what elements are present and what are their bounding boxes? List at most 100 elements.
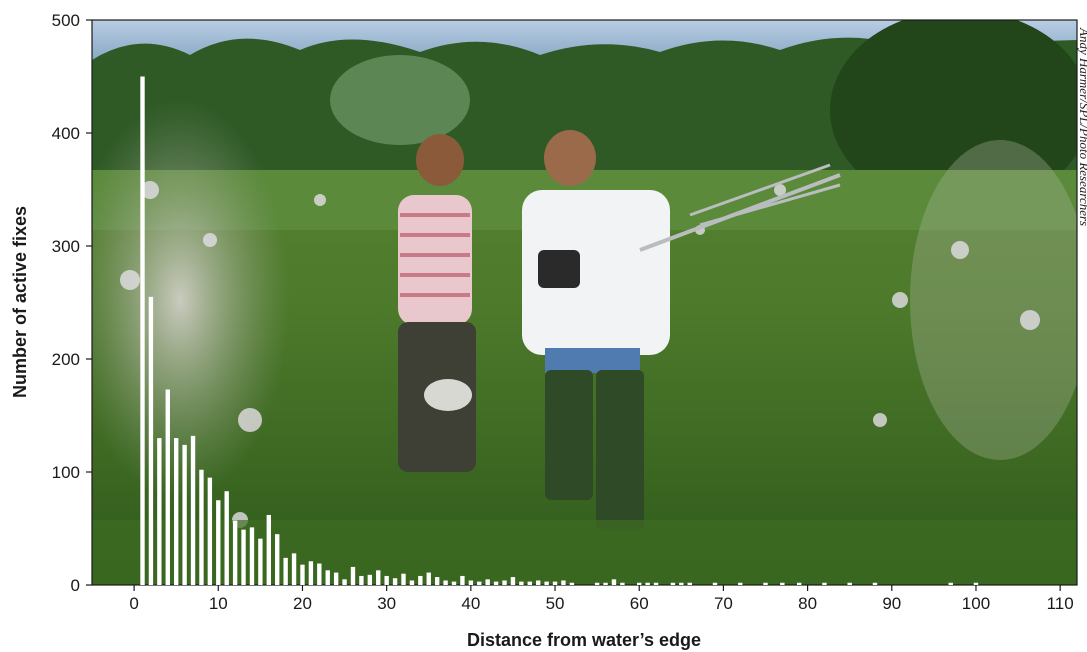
y-tick-label: 400 (52, 124, 80, 143)
y-tick-label: 0 (71, 576, 80, 595)
bar-18 (283, 557, 288, 585)
bar-38 (451, 581, 457, 585)
bar-51 (561, 580, 566, 585)
bar-5 (174, 438, 179, 585)
bar-16 (266, 514, 271, 585)
x-tick-label: 80 (798, 594, 817, 613)
bar-97 (948, 582, 953, 585)
bar-17 (275, 534, 280, 585)
x-tick-label: 50 (546, 594, 565, 613)
bar-100 (973, 582, 979, 585)
bar-85 (847, 582, 852, 585)
bar-57 (611, 579, 617, 585)
y-tick-label: 500 (52, 11, 80, 30)
bar-88 (872, 582, 878, 585)
bar-30 (384, 575, 389, 585)
bar-48 (536, 580, 541, 585)
photo-credit: Andy Harmer/SPL/Photo Researchers (1077, 27, 1087, 226)
y-tick-label: 100 (52, 463, 80, 482)
bar-22 (317, 563, 322, 585)
y-axis: 0 100 200 300 400 500 (52, 11, 92, 595)
bar-42 (485, 579, 490, 585)
bar-6 (182, 444, 187, 585)
bar-46 (519, 581, 524, 585)
x-tick-label: 70 (714, 594, 733, 613)
person-left (398, 134, 476, 472)
bar-20 (300, 564, 305, 585)
bar-14 (249, 527, 255, 585)
bar-43 (493, 581, 499, 585)
bar-4 (165, 389, 170, 585)
y-tick-label: 300 (52, 237, 80, 256)
bar-47 (527, 581, 532, 585)
x-tick-label: 40 (461, 594, 480, 613)
x-axis: 0 10 20 30 40 50 60 70 80 90 100 110 (129, 585, 1074, 613)
bar-60 (637, 582, 642, 585)
bar-52 (569, 582, 575, 585)
bar-13 (241, 529, 246, 585)
bar-19 (291, 553, 297, 585)
bar-75 (763, 582, 768, 585)
bar-26 (350, 566, 356, 585)
bar-2 (148, 296, 154, 585)
bar-8 (199, 469, 204, 585)
bar-7 (190, 435, 196, 585)
bar-37 (443, 580, 448, 585)
bar-49 (544, 581, 549, 585)
bar-15 (258, 538, 263, 585)
bar-45 (510, 577, 516, 585)
bar-1 (140, 76, 145, 585)
bar-72 (738, 582, 743, 585)
bar-27 (359, 575, 364, 585)
x-tick-label: 110 (1047, 594, 1074, 613)
bar-41 (477, 581, 482, 585)
bar-21 (308, 561, 314, 585)
bar-82 (822, 582, 827, 585)
y-tick-label: 200 (52, 350, 80, 369)
bar-56 (603, 582, 608, 585)
bar-40 (468, 580, 474, 585)
y-axis-title: Number of active fixes (10, 206, 30, 398)
x-tick-label: 20 (293, 594, 312, 613)
bar-10 (216, 500, 221, 585)
bar-61 (645, 582, 650, 585)
bar-29 (376, 570, 381, 585)
plot-frame (91, 19, 1078, 586)
x-tick-label: 30 (377, 594, 396, 613)
bar-36 (434, 577, 440, 585)
bar-69 (712, 582, 718, 585)
bar-64 (670, 582, 676, 585)
person-right (522, 130, 841, 530)
bar-50 (552, 581, 558, 585)
bar-44 (502, 580, 507, 585)
bar-35 (426, 572, 431, 585)
bar-3 (157, 438, 162, 585)
bar-24 (333, 572, 339, 585)
x-tick-label: 60 (630, 594, 649, 613)
bar-9 (207, 477, 213, 585)
bar-31 (392, 578, 398, 585)
bar-33 (409, 580, 415, 585)
bar-32 (401, 573, 406, 585)
x-tick-label: 10 (209, 594, 228, 613)
bar-62 (653, 582, 659, 585)
x-tick-label: 100 (962, 594, 990, 613)
bar-39 (460, 575, 465, 585)
bar-79 (796, 582, 802, 585)
bar-12 (232, 520, 238, 585)
bar-65 (679, 582, 684, 585)
bar-11 (224, 491, 229, 585)
bar-77 (780, 582, 785, 585)
bar-23 (325, 570, 330, 585)
bar-66 (687, 582, 692, 585)
bar-28 (367, 574, 373, 585)
bar-25 (342, 579, 347, 585)
x-tick-label: 0 (129, 594, 138, 613)
bars (140, 76, 979, 585)
background-photo (92, 20, 1077, 585)
bar-34 (418, 575, 423, 585)
x-tick-label: 90 (882, 594, 901, 613)
bar-58 (620, 582, 625, 585)
x-axis-title: Distance from water’s edge (467, 630, 701, 650)
